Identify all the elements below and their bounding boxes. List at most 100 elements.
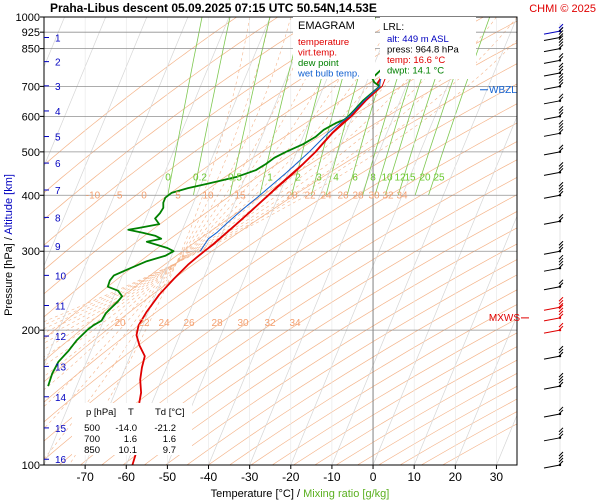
wind-barb — [543, 372, 564, 390]
isotherm-skew — [167, 17, 353, 465]
moist-adiabat-label: -10 — [86, 191, 101, 202]
dry-adiabat — [44, 103, 517, 423]
wind-barb-dot — [558, 463, 562, 467]
table-cell: -14.0 — [115, 423, 137, 434]
wind-barb-dot — [558, 59, 562, 62]
x-axis-label-temperature: Temperature [°C] — [211, 488, 294, 500]
moist-adiabat-label: 26 — [337, 191, 349, 202]
wind-barb-shaft — [543, 413, 561, 418]
wind-barb-feather — [558, 184, 564, 190]
wind-barb-feather — [558, 122, 564, 128]
x-tick-label: 20 — [449, 470, 463, 484]
wind-barb-feather — [558, 257, 564, 263]
altitude-tick-label: 15 — [55, 424, 67, 435]
wind-barb — [543, 93, 564, 105]
wind-barb-feather — [558, 299, 564, 305]
moist-adiabat-label: 28 — [352, 191, 364, 202]
isotherm-skew — [84, 17, 271, 465]
dry-adiabat-label: 20 — [114, 318, 126, 329]
mixing-ratio-line — [229, 17, 271, 196]
wind-barb-shaft — [543, 100, 561, 105]
wind-barb-dot — [558, 99, 562, 103]
isotherm-skew — [208, 17, 394, 465]
dry-adiabat-label: 24 — [158, 318, 170, 329]
wind-barb-feather — [558, 322, 564, 328]
x-axis-label-mixing: Mixing ratio [g/kg] — [303, 488, 389, 500]
wind-barb-dot — [558, 47, 562, 50]
wind-barb-shaft — [543, 220, 561, 225]
isotherm-skew — [44, 17, 148, 267]
dry-adiabat — [44, 141, 517, 461]
isotherm-skew — [125, 17, 312, 465]
plot-area — [44, 17, 517, 465]
wind-barb-dot — [558, 250, 562, 253]
wind-barb-dot — [558, 194, 562, 197]
x-tick-label: -70 — [76, 470, 94, 484]
wind-barb-feather — [558, 79, 564, 84]
y-axis-label-altitude: Altitude [km] — [3, 174, 15, 235]
altitude-tick-label: 9 — [55, 242, 61, 253]
dry-adiabat — [58, 159, 517, 465]
table-bg — [72, 403, 192, 455]
wind-barb-feather — [558, 348, 564, 354]
wind-barb-shaft — [543, 306, 561, 311]
x-tick-label: 0 — [370, 470, 377, 484]
mixing-ratio-label: 10 — [381, 173, 393, 184]
mixing-ratio-label: 15 — [404, 173, 416, 184]
legend-title: EMAGRAM — [298, 20, 355, 32]
pressure-tick-label: 850 — [22, 44, 40, 56]
moist-adiabat-label: 10 — [202, 191, 214, 202]
wind-barb-feather — [558, 279, 564, 285]
wind-barb-feather — [558, 27, 564, 32]
wind-barb — [543, 427, 564, 442]
wind-barb-feather — [558, 30, 564, 35]
y-axis-label: Pressure [hPa] / Altitude [km] — [3, 174, 15, 316]
wind-barb-feather — [558, 307, 564, 313]
wind-barb-feather — [558, 162, 564, 167]
wind-barb-feather — [558, 53, 564, 58]
moist-adiabat-label: 32 — [382, 191, 394, 202]
mixing-ratio-line — [193, 17, 231, 196]
dry-adiabat — [44, 83, 517, 403]
mixing-ratio-label: 8 — [370, 173, 376, 184]
wind-barb — [543, 62, 564, 77]
wind-barb-feather — [558, 93, 564, 99]
table-cell: 700 — [84, 434, 100, 445]
wind-barb-shaft — [543, 115, 561, 120]
altitude-tick-label: 5 — [55, 133, 61, 144]
wind-barb — [543, 406, 564, 418]
copyright: CHMI © 2025 — [529, 3, 596, 15]
table-header: Td [°C] — [155, 407, 185, 418]
wind-barb-shaft — [543, 355, 561, 360]
marker-label: WBZL — [489, 85, 517, 96]
table-cell: 1.6 — [163, 434, 176, 445]
moist-adiabat-label: 24 — [320, 191, 332, 202]
wind-barb-dot — [558, 285, 562, 288]
wind-barb-feather — [558, 454, 564, 460]
altitude-tick-label: 12 — [55, 332, 67, 343]
wind-barb-feather — [558, 378, 564, 384]
lrl-line: press: 964.8 hPa — [387, 45, 460, 56]
wind-barb-feather — [558, 372, 564, 378]
table-cell: -21.2 — [154, 423, 176, 434]
mixing-ratio-label: 4 — [333, 173, 339, 184]
legend-entry: dew point — [298, 58, 339, 69]
wind-barb-shaft — [543, 194, 561, 199]
wind-barb-dot — [558, 150, 562, 154]
wind-barb — [543, 213, 564, 225]
x-tick-label: 10 — [407, 470, 421, 484]
wind-barb-feather — [558, 73, 564, 78]
moist-adiabat-label: 15 — [234, 191, 246, 202]
mixing-ratio-label: 20 — [419, 173, 431, 184]
wind-barb — [543, 119, 564, 137]
moist-adiabat-label: 30 — [368, 191, 380, 202]
pressure-tick-label: 925 — [22, 27, 40, 39]
wind-barb-feather — [558, 119, 564, 125]
wind-barb-dot — [558, 220, 562, 223]
altitude-tick-label: 1 — [55, 33, 61, 44]
dry-adiabat-label: 32 — [264, 318, 276, 329]
isotherm-skew — [44, 17, 189, 367]
isotherm-skew — [579, 17, 600, 465]
wind-barb-feather — [558, 109, 564, 114]
